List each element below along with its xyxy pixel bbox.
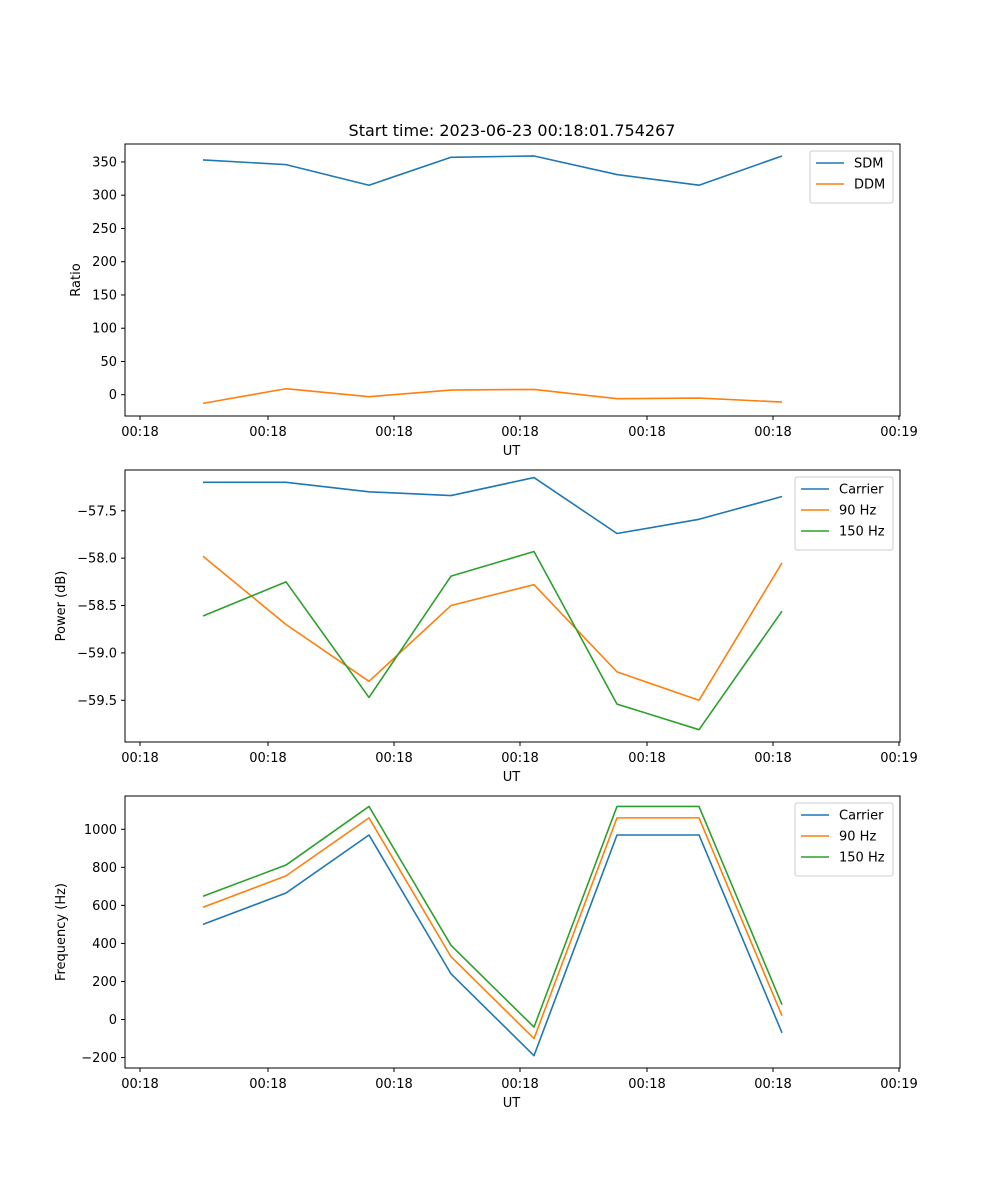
axes-frame [124, 143, 901, 417]
x-tick-label: 00:18 [754, 425, 791, 440]
x-tick-label: 00:18 [754, 1077, 791, 1092]
legend-entry-label: Carrier [839, 483, 884, 498]
y-axis-label: Power (dB) [54, 571, 69, 642]
y-tick-label: 350 [92, 155, 117, 170]
y-tick-label: 0 [109, 1013, 117, 1028]
legend-box [809, 150, 894, 204]
x-tick-label: 00:18 [501, 1077, 538, 1092]
figure-title: Start time: 2023-06-23 00:18:01.754267 [349, 121, 676, 140]
series-line-carrier [202, 834, 783, 1057]
x-axis-label: UT [503, 1096, 521, 1111]
legend: Carrier 90 Hz 150 Hz [794, 802, 894, 877]
y-tick-label: −57.5 [77, 504, 117, 519]
x-tick-label: 00:18 [501, 751, 538, 766]
x-tick-label: 00:18 [628, 1077, 665, 1092]
y-tick-label: 300 [92, 189, 117, 204]
x-tick-label: 00:18 [375, 751, 412, 766]
legend-entry-label: 90 Hz [839, 830, 876, 845]
series-line-90-hz [202, 555, 783, 702]
x-axis-label: UT [503, 770, 521, 785]
plot-frequency: 00:18 00:18 00:18 00:18 00:18 00:18 00:19 −200 0… [54, 795, 918, 1111]
y-tick-label: 250 [92, 222, 117, 237]
series-line-ddm [202, 387, 783, 405]
x-tick-label: 00:18 [249, 1077, 286, 1092]
x-tick-label: 00:18 [628, 751, 665, 766]
x-tick-label: 00:18 [121, 751, 158, 766]
x-tick-label: 00:18 [249, 425, 286, 440]
x-tick-label: 00:19 [880, 1077, 917, 1092]
series-line-carrier [203, 476, 783, 535]
y-tick-label: −58.0 [77, 552, 117, 567]
legend: SDM DDM [809, 150, 894, 204]
x-tick-label: 00:19 [880, 751, 917, 766]
x-tick-label: 00:18 [121, 425, 158, 440]
legend-entry-label: Carrier [839, 809, 884, 824]
y-tick-label: 100 [92, 322, 117, 337]
y-tick-label: 800 [92, 861, 117, 876]
x-axis-label: UT [503, 444, 521, 459]
x-tick-label: 00:18 [121, 1077, 158, 1092]
y-tick-label: 400 [92, 937, 117, 952]
y-tick-label: 200 [92, 975, 117, 990]
series-line-150-hz [202, 550, 783, 731]
plot-power: 00:18 00:18 00:18 00:18 00:18 00:18 00:19 −59.5… [54, 469, 918, 785]
x-tick-label: 00:18 [628, 425, 665, 440]
series-line-150-hz [202, 805, 783, 1028]
y-tick-label: −59.5 [77, 694, 117, 709]
x-tick-label: 00:18 [375, 425, 412, 440]
y-tick-label: −59.0 [77, 646, 117, 661]
y-tick-label: −58.5 [77, 599, 117, 614]
y-tick-label: 150 [92, 288, 117, 303]
legend-entry-label: SDM [854, 157, 883, 172]
plot-ratio: 00:18 00:18 00:18 00:18 00:18 00:18 00:19 0 50 10… [69, 143, 918, 459]
y-tick-label: 600 [92, 899, 117, 914]
x-tick-label: 00:18 [249, 751, 286, 766]
legend-entry-label: 90 Hz [839, 504, 876, 519]
legend-entry-label: 150 Hz [839, 525, 885, 540]
legend-entry-label: 150 Hz [839, 851, 885, 866]
x-tick-label: 00:18 [375, 1077, 412, 1092]
y-tick-label: 1000 [84, 823, 117, 838]
legend-entry-label: DDM [854, 178, 885, 193]
series-line-sdm [202, 155, 783, 187]
x-tick-label: 00:19 [880, 425, 917, 440]
y-tick-label: 0 [109, 388, 117, 403]
x-tick-label: 00:18 [754, 751, 791, 766]
y-tick-label: 50 [100, 355, 117, 370]
y-tick-label: 200 [92, 255, 117, 270]
series-line-90-hz [202, 817, 783, 1040]
y-axis-label: Frequency (Hz) [54, 883, 69, 981]
y-tick-label: −200 [81, 1051, 117, 1066]
y-axis-label: Ratio [69, 263, 84, 296]
axes-frame [124, 795, 901, 1069]
legend: Carrier 90 Hz 150 Hz [794, 476, 894, 551]
x-tick-label: 00:18 [501, 425, 538, 440]
